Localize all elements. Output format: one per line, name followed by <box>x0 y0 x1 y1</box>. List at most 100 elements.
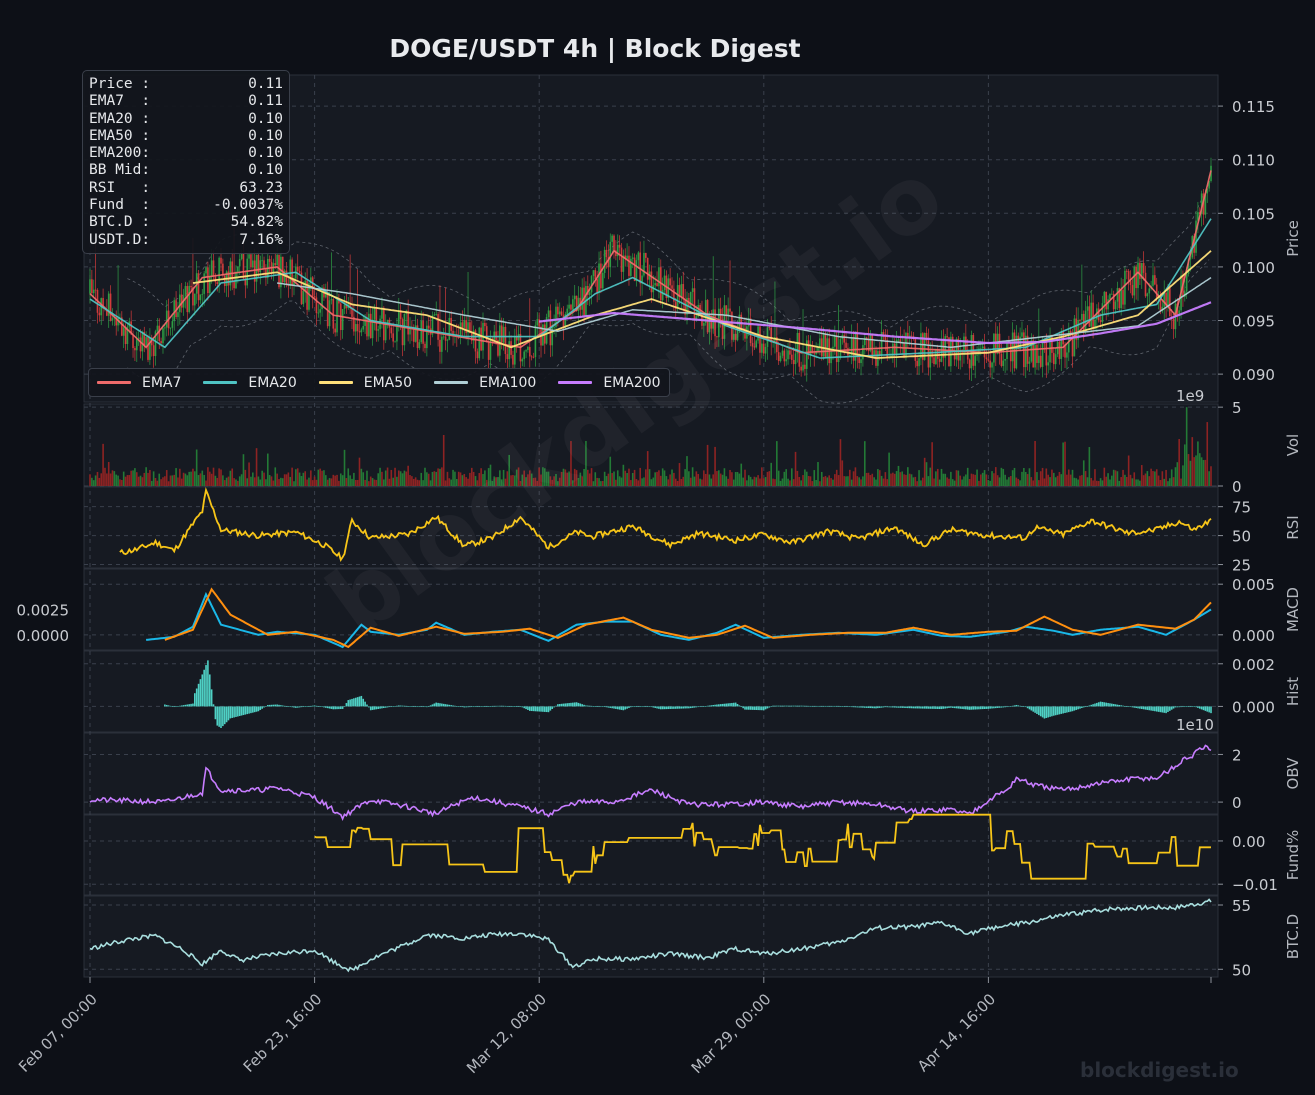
volume-bar <box>749 476 752 486</box>
hist-bar <box>744 706 746 710</box>
candle-body <box>893 343 896 356</box>
x-tick-label: Feb 07, 00:00 <box>15 990 101 1076</box>
volume-bar <box>208 471 211 486</box>
volume-bar <box>912 477 915 486</box>
volume-bar <box>1170 469 1173 486</box>
candle-body <box>1122 289 1124 305</box>
hist-bar <box>923 706 926 709</box>
candle-body <box>622 255 625 272</box>
candle-body <box>981 346 984 349</box>
hist-bar <box>914 706 917 709</box>
hist-bar <box>523 706 525 709</box>
volume-bar <box>834 474 836 486</box>
volume-bar <box>884 472 887 486</box>
hist-bar <box>422 706 424 708</box>
volume-bar <box>362 472 365 486</box>
hist-bar <box>766 706 769 709</box>
hist-bar <box>622 706 625 711</box>
y-tick-label: 0.110 <box>1232 152 1275 170</box>
y-tick-label: 0.00 <box>1232 833 1265 851</box>
hist-bar <box>1111 703 1113 707</box>
candle-body <box>281 256 284 283</box>
candle-body <box>532 356 535 358</box>
hist-bar <box>214 706 217 720</box>
volume-bar <box>1202 460 1205 486</box>
y-tick-label: 50 <box>1232 961 1251 979</box>
candle-body <box>656 283 658 287</box>
panel-rsi <box>83 486 1219 569</box>
hist-bar <box>300 706 303 708</box>
volume-bar <box>1000 467 1003 486</box>
hist-bar <box>994 706 997 709</box>
candle-body <box>246 258 249 286</box>
volume-bar <box>598 478 600 486</box>
volume-bar <box>804 469 806 486</box>
volume-bar <box>281 478 284 486</box>
volume-bar <box>253 477 256 486</box>
hist-bar <box>452 705 454 707</box>
volume-bar <box>1086 477 1089 486</box>
volume-bar <box>616 470 619 486</box>
candle-body <box>708 316 711 333</box>
volume-bar <box>1008 477 1010 486</box>
hist-bar <box>197 683 200 707</box>
candle-body <box>192 287 194 306</box>
volume-bar <box>1142 475 1145 486</box>
candle-body <box>165 310 168 328</box>
volume-bar <box>1026 474 1029 486</box>
hist-bar <box>671 706 673 709</box>
candle-body <box>201 293 204 295</box>
volume-bar <box>1187 454 1190 486</box>
hist-bar <box>734 702 737 707</box>
candle-body <box>914 339 917 361</box>
hist-bar <box>1161 706 1164 713</box>
y-tick-label: 0.000 <box>1232 698 1275 716</box>
candle-body <box>695 316 698 320</box>
volume-bar <box>583 469 585 486</box>
volume-bar <box>171 475 174 486</box>
hist-bar <box>676 706 679 709</box>
hist-bar <box>830 705 832 707</box>
volume-bar <box>663 470 666 486</box>
candle-body <box>867 338 870 352</box>
hist-bar <box>225 706 228 723</box>
legend-swatch <box>97 381 131 384</box>
candle-body <box>366 317 368 337</box>
info-row-fund: Fund : -0.0037% <box>89 197 283 214</box>
volume-bar <box>641 478 643 486</box>
volume-bar <box>566 472 569 486</box>
hist-bar <box>553 706 555 708</box>
candle-body <box>343 304 346 309</box>
volume-bar <box>957 470 960 486</box>
hist-bar <box>980 706 982 710</box>
candle-body <box>1002 360 1005 366</box>
candle-body <box>1200 193 1203 215</box>
panel-obv <box>83 732 1219 815</box>
hist-bar <box>1081 706 1083 709</box>
candle-body <box>124 327 127 345</box>
candle-body <box>1125 270 1128 272</box>
hist-bar <box>579 703 582 707</box>
volume-bar <box>847 476 849 486</box>
volume-bar <box>811 481 814 486</box>
volume-bar <box>266 453 269 486</box>
hist-bar <box>822 705 825 707</box>
volume-bar <box>558 477 561 486</box>
hist-bar <box>441 703 443 707</box>
volume-bar <box>974 474 976 486</box>
hist-bar <box>789 705 791 707</box>
hist-bar <box>703 706 705 707</box>
volume-bar <box>334 475 336 486</box>
hist-bar <box>996 706 999 708</box>
volume-bar <box>512 474 514 486</box>
candle-body <box>703 323 705 326</box>
hist-bar <box>798 705 801 707</box>
candle-body <box>892 343 894 356</box>
volume-bar <box>338 480 340 486</box>
volume-bar <box>624 470 627 486</box>
hist-bar <box>723 703 726 707</box>
volume-bar <box>1154 471 1156 486</box>
hist-bar <box>562 703 565 707</box>
hist-bar <box>1202 706 1205 711</box>
